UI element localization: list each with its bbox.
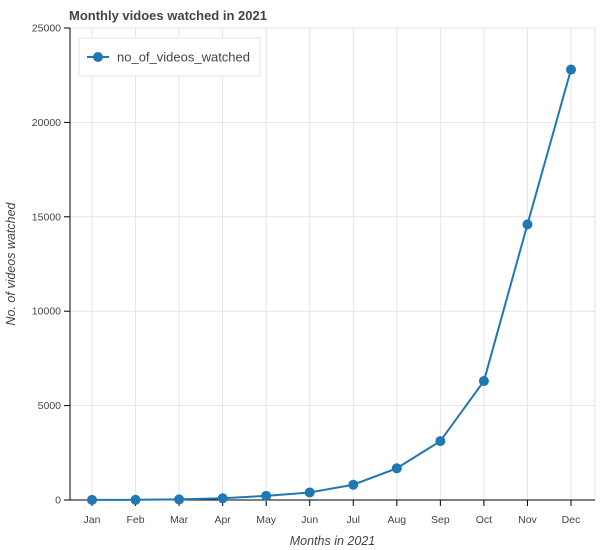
y-tick-label: 0 xyxy=(55,495,61,507)
x-axis-label: Months in 2021 xyxy=(290,534,375,548)
data-point-dec xyxy=(566,64,576,75)
legend: no_of_videos_watched xyxy=(78,37,261,77)
data-point-feb xyxy=(130,494,141,505)
x-tick-label: Dec xyxy=(562,514,581,526)
y-tick-label: 20000 xyxy=(32,117,61,129)
data-point-may xyxy=(261,490,272,501)
x-tick-label: Aug xyxy=(387,514,406,526)
x-axis-ticks: Jan Feb Mar Apr May Jun Jul Aug Sep Oct Nov Dec xyxy=(84,500,581,526)
x-tick-label: Apr xyxy=(214,514,231,526)
data-point-jul xyxy=(348,479,359,490)
data-point-apr xyxy=(217,493,228,504)
y-tick-label: 10000 xyxy=(32,306,61,318)
x-tick-label: Jul xyxy=(347,514,360,526)
series-line xyxy=(91,69,572,501)
data-point-jan xyxy=(87,494,97,505)
data-point-mar xyxy=(174,494,185,505)
x-tick-label: Jan xyxy=(84,514,101,526)
y-tick-label: 5000 xyxy=(38,400,62,412)
data-point-nov xyxy=(522,219,533,230)
x-tick-label: Sep xyxy=(431,514,450,526)
x-tick-label: Feb xyxy=(126,514,144,526)
x-tick-label: Mar xyxy=(170,514,189,526)
x-tick-label: Oct xyxy=(476,514,492,526)
legend-label: no_of_videos_watched xyxy=(117,50,250,65)
x-tick-label: Nov xyxy=(518,514,537,526)
legend-box xyxy=(78,37,261,77)
series-layer xyxy=(87,64,576,505)
y-axis-ticks: 0 5000 10000 15000 20000 25000 xyxy=(32,23,70,507)
data-point-oct xyxy=(478,376,489,387)
data-point-sep xyxy=(435,436,446,447)
data-point-jun xyxy=(304,487,315,498)
y-axis-label: No. of videos watched xyxy=(4,201,18,325)
x-tick-label: May xyxy=(256,514,277,526)
y-tick-label: 15000 xyxy=(32,211,61,223)
legend-marker-swatch xyxy=(93,52,103,62)
x-tick-label: Jun xyxy=(301,514,318,526)
data-point-aug xyxy=(391,463,402,474)
y-tick-label: 25000 xyxy=(32,23,61,35)
chart-title: Monthly vidoes watched in 2021 xyxy=(69,8,267,23)
